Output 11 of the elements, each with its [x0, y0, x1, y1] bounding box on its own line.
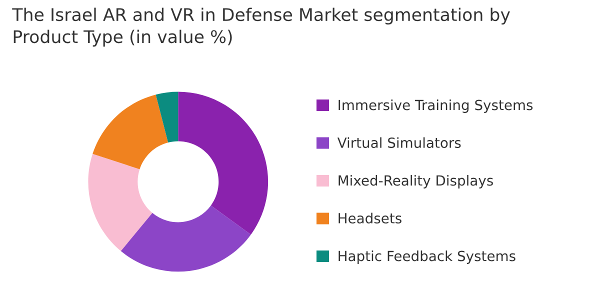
donut-slice [156, 92, 178, 143]
chart-title: The Israel AR and VR in Defense Market segmentation by Product Type (in value %) [12, 8, 510, 47]
donut-slice [178, 92, 268, 235]
legend-label: Virtual Simulators [337, 137, 461, 148]
donut-slice [88, 154, 152, 252]
donut-slice [120, 206, 251, 272]
legend-label: Haptic Feedback Systems [338, 250, 516, 264]
legend-label: Immersive Training Systems [338, 100, 533, 113]
donut-slice [92, 94, 168, 170]
legend-label: Mixed-Reality Displays [338, 175, 493, 188]
legend-label: Headsets [338, 212, 402, 224]
